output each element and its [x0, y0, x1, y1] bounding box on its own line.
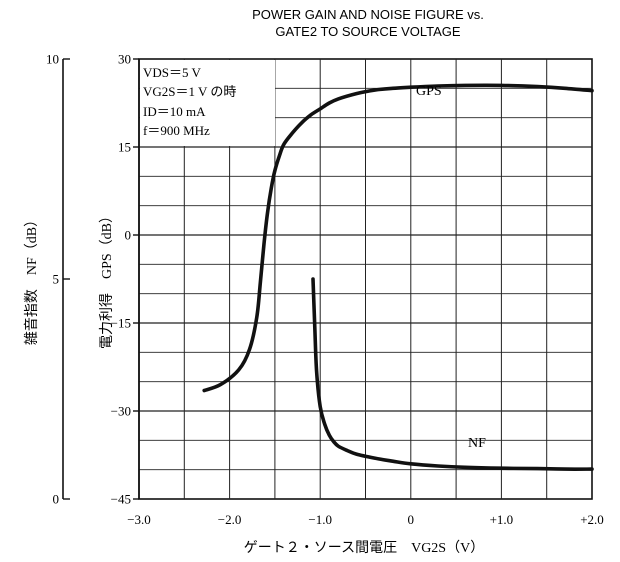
x-tick-label: −3.0 [127, 512, 151, 527]
grid-vertical [183, 59, 548, 499]
y-tick-label: 15 [118, 140, 131, 155]
x-tick-label: −2.0 [218, 512, 242, 527]
x-tick-labels: −3.0 −2.0 −1.0 0 +1.0 +2.0 [127, 512, 604, 527]
x-tick-label: +1.0 [490, 512, 514, 527]
condition-id: ID＝10 mA [143, 104, 206, 119]
conditions-box: VDS＝5 V VG2S＝1 V の時 ID＝10 mA f＝900 MHz [140, 60, 275, 146]
title-line-1: POWER GAIN AND NOISE FIGURE vs. [252, 7, 484, 22]
x-axis-label: ゲート２・ソース間電圧 VG2S（V） [244, 540, 484, 556]
series-label-nf: NF [468, 436, 486, 451]
x-tick-label: 0 [408, 512, 415, 527]
chart-title: POWER GAIN AND NOISE FIGURE vs. GATE2 TO… [252, 7, 484, 39]
y-tick-label: −15 [111, 316, 131, 331]
condition-vg2s: VG2S＝1 V の時 [143, 84, 236, 99]
y-tick-labels: 30 15 0 −15 −30 −45 [111, 52, 139, 507]
y2-tick-label: 5 [53, 272, 60, 287]
y-axis-label: 電力利得 GPS（dB） [98, 209, 115, 349]
x-tick-label: −1.0 [308, 512, 332, 527]
series-line-gps [202, 83, 594, 393]
y-tick-label: 0 [125, 228, 132, 243]
y2-tick-label: 0 [53, 492, 60, 507]
condition-frequency: f＝900 MHz [143, 123, 210, 138]
y-tick-label: −30 [111, 404, 131, 419]
series-line-nf [311, 277, 594, 471]
y-tick-label: −45 [111, 492, 131, 507]
y2-tick-labels: 10 5 0 [46, 52, 70, 507]
y2-tick-label: 10 [46, 52, 59, 67]
y2-axis-label: 雑音指数 NF（dB） [23, 213, 40, 345]
conditions-background [140, 60, 275, 146]
title-line-2: GATE2 TO SOURCE VOLTAGE [275, 24, 461, 39]
series-label-gps: GPS [416, 84, 442, 99]
condition-vds: VDS＝5 V [143, 65, 202, 80]
x-tick-label: +2.0 [580, 512, 604, 527]
y-tick-label: 30 [118, 52, 131, 67]
